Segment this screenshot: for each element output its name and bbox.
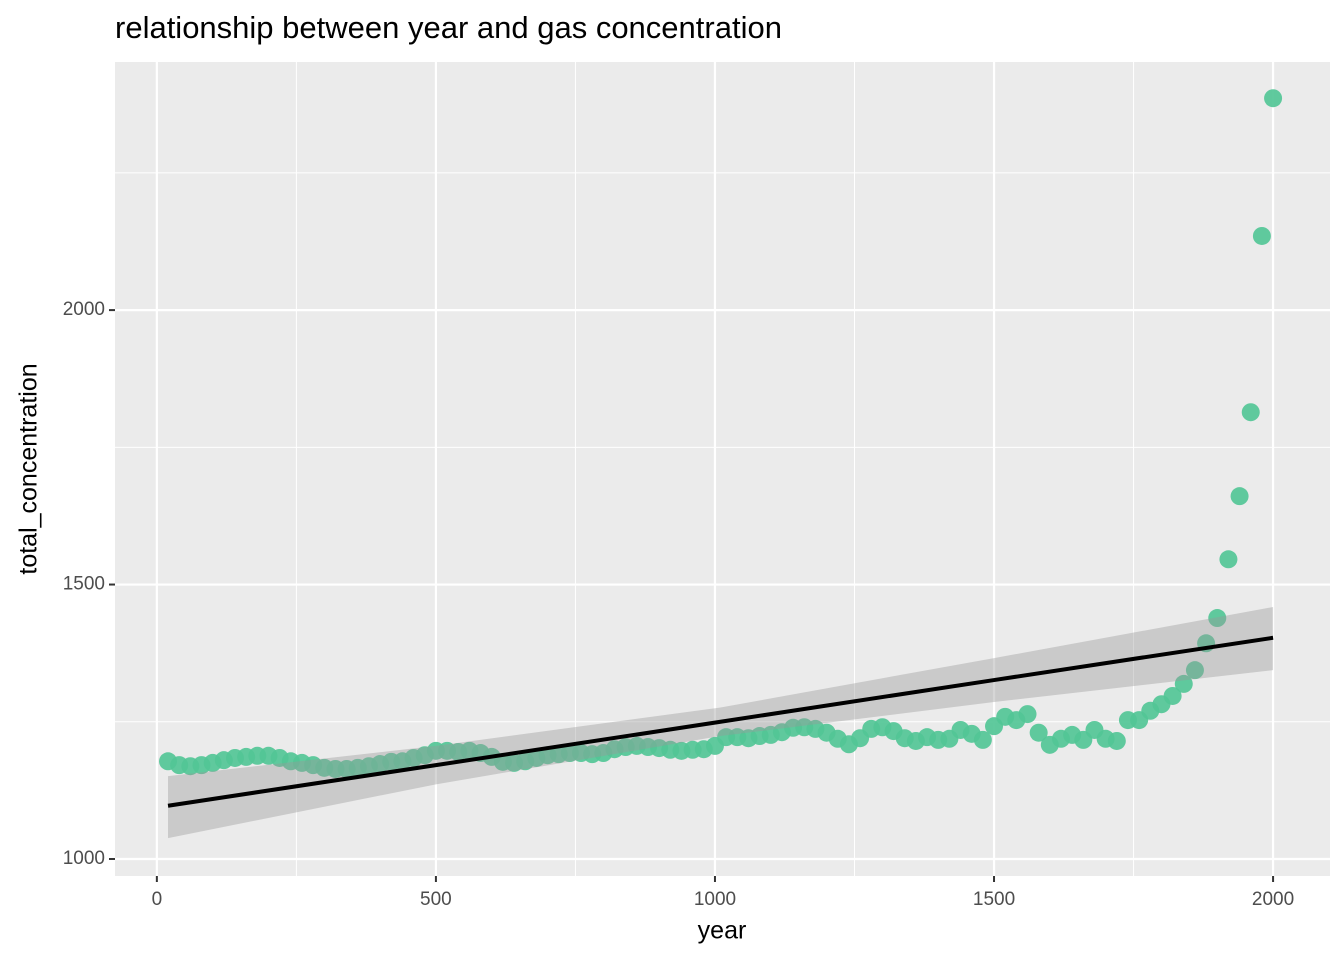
point [1230,487,1249,506]
x-axis-title: year [698,917,747,945]
point [1029,723,1048,742]
point [1208,609,1227,628]
point [1018,705,1037,724]
y-tick-label: 2000 [63,299,105,320]
x-tick-label: 1500 [973,889,1015,910]
point [1252,226,1271,245]
x-tick-label: 500 [420,889,452,910]
point [1185,661,1204,680]
point [973,730,992,749]
fit-line [167,635,1274,808]
y-tick-label: 1000 [63,848,105,869]
point [1174,674,1193,693]
y-axis-title: total_concentration [15,363,43,574]
point [1107,731,1126,750]
y-tick-label: 1500 [63,574,105,595]
x-tick-label: 2000 [1252,889,1294,910]
point [1264,89,1283,108]
chart-title: relationship between year and gas concen… [115,10,782,45]
point [1163,686,1182,705]
x-tick-label: 1000 [694,889,736,910]
panel [115,62,1330,876]
point [1219,550,1238,569]
point [1241,403,1260,422]
x-tick-label: 0 [152,889,163,910]
